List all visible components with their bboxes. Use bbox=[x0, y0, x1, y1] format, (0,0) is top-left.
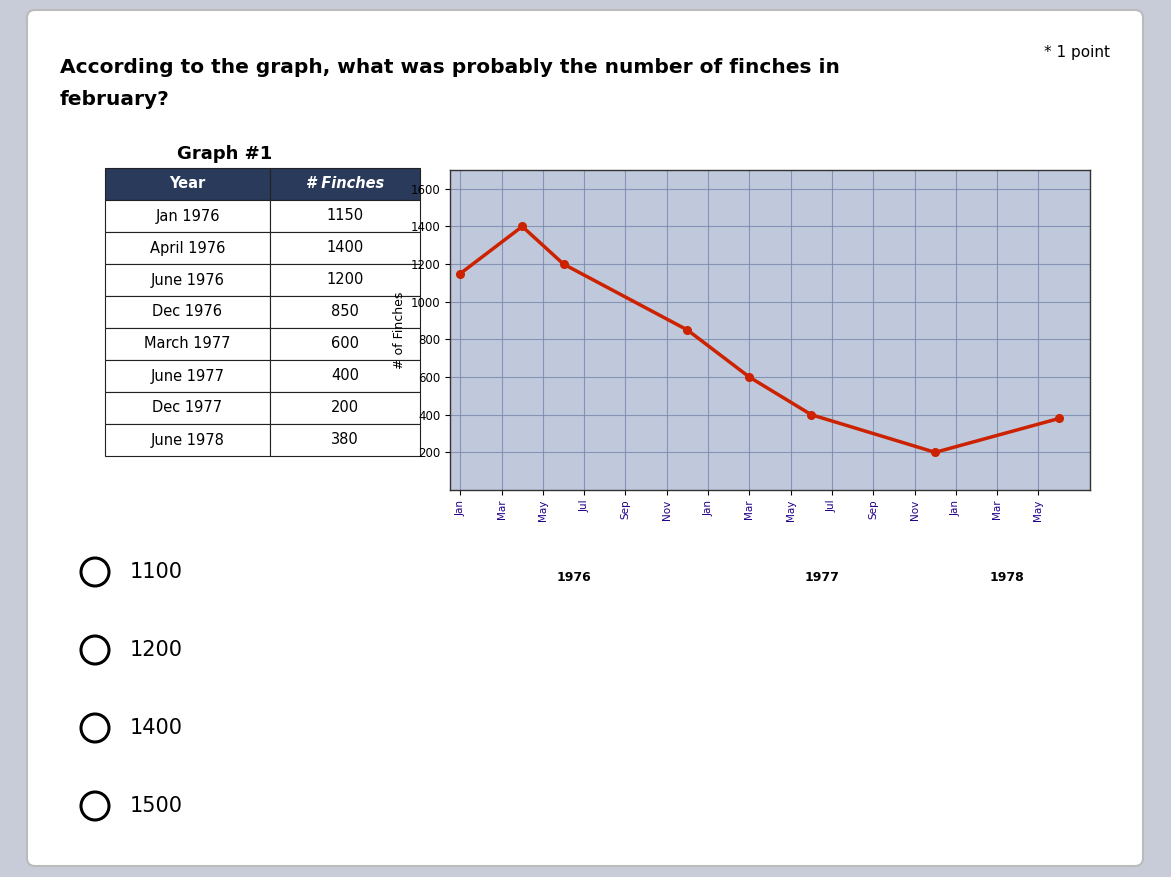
Bar bbox=[105, 264, 271, 296]
Bar bbox=[271, 200, 420, 232]
Text: 1100: 1100 bbox=[130, 562, 183, 582]
Text: 1978: 1978 bbox=[989, 571, 1025, 584]
Text: * 1 point: * 1 point bbox=[1045, 45, 1110, 60]
Bar bbox=[271, 392, 420, 424]
Text: March 1977: March 1977 bbox=[144, 337, 231, 352]
Bar bbox=[105, 232, 271, 264]
Text: Year: Year bbox=[170, 176, 206, 191]
Y-axis label: # of Finches: # of Finches bbox=[393, 291, 406, 368]
Bar bbox=[271, 232, 420, 264]
Text: 1400: 1400 bbox=[130, 718, 183, 738]
Text: According to the graph, what was probably the number of finches in: According to the graph, what was probabl… bbox=[60, 58, 840, 77]
Text: Dec 1977: Dec 1977 bbox=[152, 401, 222, 416]
Bar bbox=[271, 360, 420, 392]
Bar bbox=[105, 424, 271, 456]
Text: february?: february? bbox=[60, 90, 170, 109]
Bar bbox=[105, 168, 271, 200]
Text: 600: 600 bbox=[331, 337, 359, 352]
Text: 1977: 1977 bbox=[804, 571, 840, 584]
Text: # Finches: # Finches bbox=[306, 176, 384, 191]
Text: June 1976: June 1976 bbox=[151, 273, 225, 288]
Bar bbox=[271, 424, 420, 456]
Bar bbox=[271, 264, 420, 296]
Text: 1976: 1976 bbox=[556, 571, 591, 584]
Text: June 1977: June 1977 bbox=[151, 368, 225, 383]
Text: Graph #1: Graph #1 bbox=[177, 145, 273, 163]
Text: June 1978: June 1978 bbox=[151, 432, 225, 447]
Text: 200: 200 bbox=[331, 401, 359, 416]
Bar bbox=[105, 360, 271, 392]
Bar bbox=[271, 168, 420, 200]
Text: 1500: 1500 bbox=[130, 796, 183, 816]
Bar bbox=[105, 296, 271, 328]
Text: 1400: 1400 bbox=[327, 240, 364, 255]
Text: 850: 850 bbox=[331, 304, 359, 319]
Text: Jan 1976: Jan 1976 bbox=[156, 209, 220, 224]
Bar bbox=[105, 328, 271, 360]
Text: 1150: 1150 bbox=[327, 209, 363, 224]
Text: 400: 400 bbox=[331, 368, 359, 383]
Bar bbox=[105, 200, 271, 232]
Bar bbox=[271, 296, 420, 328]
Bar bbox=[271, 328, 420, 360]
Text: 1200: 1200 bbox=[130, 640, 183, 660]
Text: Dec 1976: Dec 1976 bbox=[152, 304, 222, 319]
Text: 1200: 1200 bbox=[327, 273, 364, 288]
Bar bbox=[105, 392, 271, 424]
FancyBboxPatch shape bbox=[27, 10, 1143, 866]
Text: 380: 380 bbox=[331, 432, 358, 447]
Text: April 1976: April 1976 bbox=[150, 240, 225, 255]
